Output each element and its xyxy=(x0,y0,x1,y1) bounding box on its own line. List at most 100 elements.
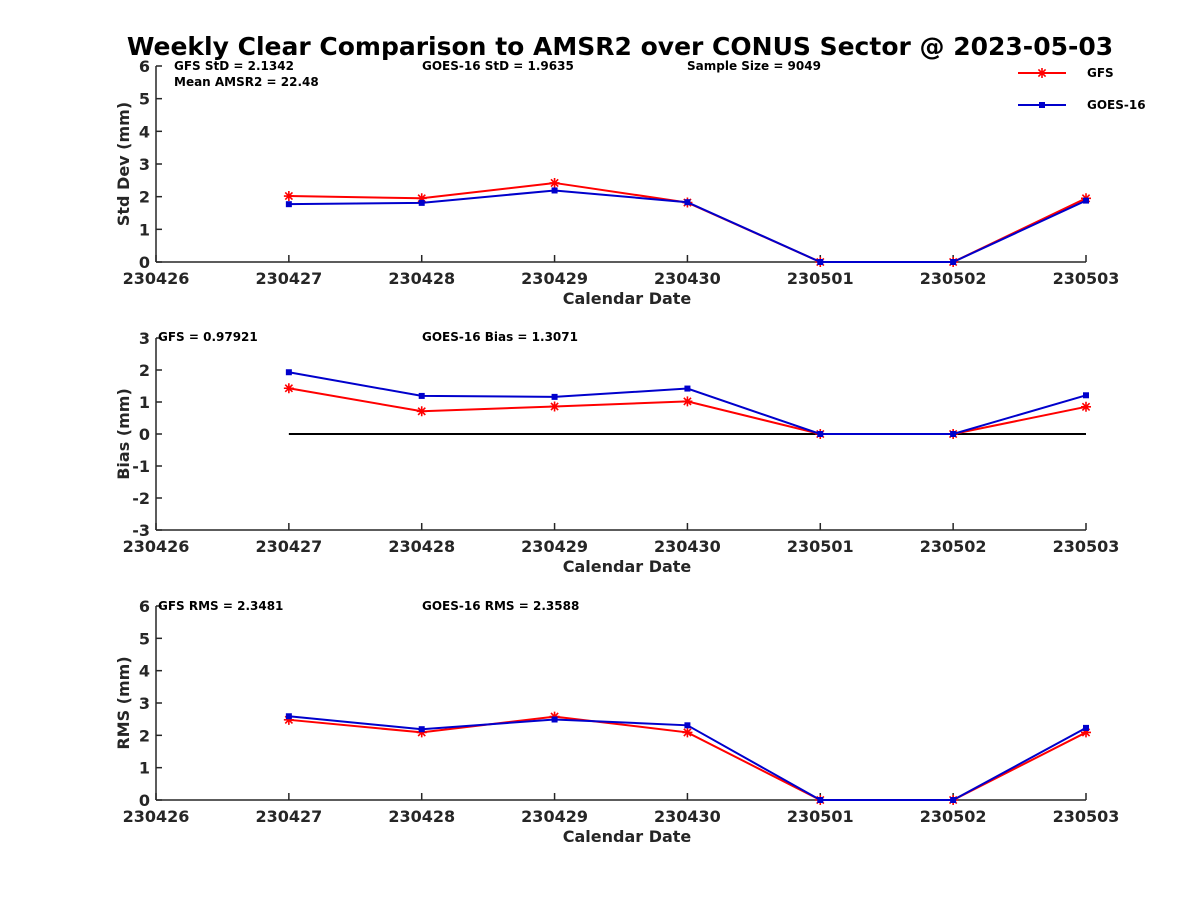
x-tick-label: 230502 xyxy=(920,269,987,288)
x-tick-label: 230426 xyxy=(123,807,190,826)
chart-panel-3: 0 1 2 3 4 5 6 230426 230427 230428 230429 230430 230… xyxy=(114,597,1119,846)
x-tick-label: 230501 xyxy=(787,807,854,826)
x-axis-label: Calendar Date xyxy=(563,827,692,846)
x-tick-label: 230427 xyxy=(255,537,322,556)
y-tick-label: 2 xyxy=(139,726,150,745)
data-point xyxy=(285,713,292,720)
data-point xyxy=(551,393,558,400)
series-goes-16 xyxy=(285,187,1089,265)
x-tick-label: 230427 xyxy=(255,807,322,826)
series-line xyxy=(288,181,1087,263)
x-tick-label: 230429 xyxy=(521,537,588,556)
x-tick-label: 230502 xyxy=(920,807,987,826)
y-tick-label: -3 xyxy=(132,521,150,540)
y-tick-label: 2 xyxy=(139,361,150,380)
stats-annotation: GOES-16 RMS = 2.3588 xyxy=(422,599,579,613)
x-tick-label: 230428 xyxy=(388,269,455,288)
legend-label: GOES-16 xyxy=(1087,98,1146,112)
x-tick-label: 230428 xyxy=(388,537,455,556)
data-point xyxy=(283,191,294,202)
data-point xyxy=(817,431,824,437)
data-point xyxy=(1083,197,1089,204)
y-tick-label: 2 xyxy=(139,188,150,207)
data-point xyxy=(1083,724,1089,731)
series-line xyxy=(288,387,1087,435)
y-axis-label: Bias (mm) xyxy=(114,388,133,480)
x-tick-label: 230429 xyxy=(521,807,588,826)
data-point xyxy=(283,714,294,725)
y-tick-label: 5 xyxy=(139,629,150,648)
x-tick-label: 230429 xyxy=(521,269,588,288)
data-point xyxy=(285,369,292,376)
y-tick-label: 1 xyxy=(139,393,150,412)
data-point xyxy=(817,797,824,803)
y-tick-label: 3 xyxy=(139,329,150,348)
data-point xyxy=(551,187,558,194)
series-gfs xyxy=(283,383,1091,439)
x-axis-label: Calendar Date xyxy=(563,289,692,308)
data-point xyxy=(551,716,558,723)
legend-marker xyxy=(1039,102,1045,108)
y-tick-label: 0 xyxy=(139,253,150,272)
x-tick-label: 230503 xyxy=(1053,269,1120,288)
data-point xyxy=(416,193,427,204)
y-tick-label: 0 xyxy=(139,425,150,444)
legend: GFS GOES-16 xyxy=(1018,66,1146,112)
x-tick-label: 230503 xyxy=(1053,537,1120,556)
x-tick-label: 230427 xyxy=(255,269,322,288)
data-point xyxy=(682,727,693,738)
stats-annotation: GFS = 0.97921 xyxy=(158,330,258,344)
x-tick-label: 230430 xyxy=(654,537,721,556)
y-tick-label: 6 xyxy=(139,57,150,76)
figure-title: Weekly Clear Comparison to AMSR2 over CO… xyxy=(127,32,1113,61)
y-tick-label: 3 xyxy=(139,694,150,713)
legend-item: GOES-16 xyxy=(1018,98,1146,112)
legend-label: GFS xyxy=(1087,66,1114,80)
data-point xyxy=(416,727,427,738)
x-tick-label: 230428 xyxy=(388,807,455,826)
y-tick-label: 0 xyxy=(139,791,150,810)
x-tick-label: 230430 xyxy=(654,269,721,288)
y-tick-label: 4 xyxy=(139,662,150,681)
data-point xyxy=(416,406,427,417)
data-point xyxy=(950,259,957,265)
stats-annotation: Sample Size = 9049 xyxy=(687,59,821,73)
y-tick-label: 1 xyxy=(139,220,150,239)
data-point xyxy=(285,201,292,208)
y-tick-label: 3 xyxy=(139,155,150,174)
data-point xyxy=(817,259,824,265)
y-tick-label: 6 xyxy=(139,597,150,616)
stats-annotation: GOES-16 StD = 1.9635 xyxy=(422,59,574,73)
x-axis-label: Calendar Date xyxy=(563,557,692,576)
data-point xyxy=(549,401,560,412)
data-point xyxy=(950,797,957,803)
x-tick-label: 230426 xyxy=(123,269,190,288)
y-tick-label: 5 xyxy=(139,90,150,109)
series-goes-16 xyxy=(285,369,1089,437)
data-point xyxy=(1083,392,1089,399)
y-tick-label: -1 xyxy=(132,457,150,476)
x-tick-label: 230426 xyxy=(123,537,190,556)
data-point xyxy=(682,396,693,407)
y-tick-label: 1 xyxy=(139,759,150,778)
data-point xyxy=(684,199,691,206)
data-point xyxy=(549,177,560,188)
chart-panel-1: 0 1 2 3 4 5 6 230426 230427 230428 230429 230430 230… xyxy=(114,57,1119,308)
stats-annotation: GFS StD = 2.1342 xyxy=(174,59,294,73)
series-goes-16 xyxy=(285,713,1089,803)
x-tick-label: 230501 xyxy=(787,269,854,288)
x-tick-label: 230503 xyxy=(1053,807,1120,826)
y-tick-label: 4 xyxy=(139,122,150,141)
data-point xyxy=(418,392,425,399)
stats-annotation: GOES-16 Bias = 1.3071 xyxy=(422,330,578,344)
x-tick-label: 230501 xyxy=(787,537,854,556)
data-point xyxy=(1081,727,1091,738)
legend-item: GFS xyxy=(1018,66,1114,80)
stats-annotation: Mean AMSR2 = 22.48 xyxy=(174,75,319,89)
legend-marker xyxy=(1037,68,1047,78)
data-point xyxy=(684,385,691,392)
data-point xyxy=(1081,401,1091,412)
